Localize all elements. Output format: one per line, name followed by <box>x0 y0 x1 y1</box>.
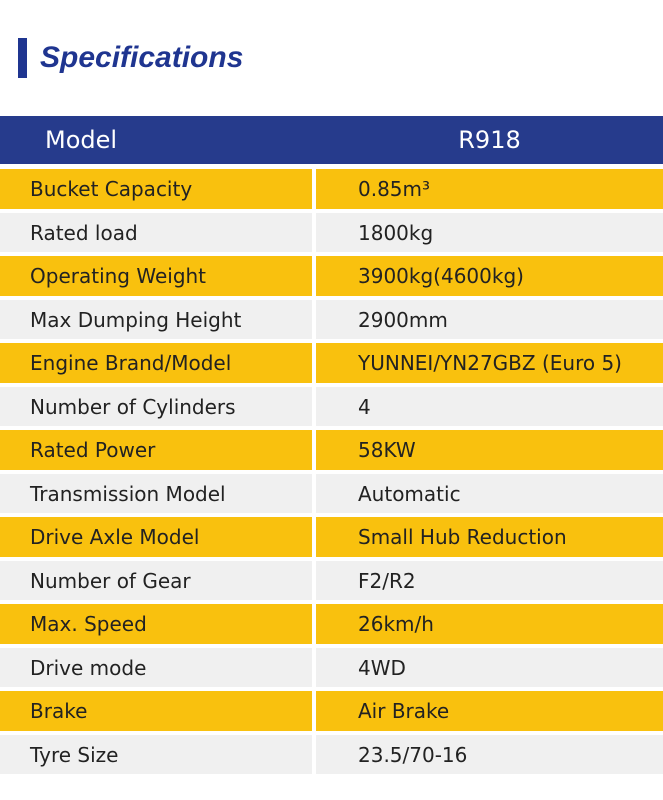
table-row: Drive mode 4WD <box>0 646 663 690</box>
table-row: Engine Brand/Model YUNNEI/YN27GBZ (Euro 5… <box>0 341 663 385</box>
header-cell: R918 <box>458 126 521 154</box>
spec-value: Automatic <box>316 473 663 513</box>
table-row: Bucket Capacity 0.85m³ <box>0 167 663 211</box>
spec-name: Transmission Model <box>0 473 312 513</box>
spec-name: Tyre Size <box>0 734 312 774</box>
table-row: Rated Power 58KW <box>0 428 663 472</box>
table-row: Operating Weight 3900kg(4600kg) <box>0 254 663 298</box>
spec-value: Air Brake <box>316 691 663 731</box>
spec-value: 1800kg <box>316 212 663 252</box>
spec-name: Max Dumping Height <box>0 299 312 339</box>
spec-value: 4WD <box>316 647 663 687</box>
spec-name: Drive mode <box>0 647 312 687</box>
spec-name: Drive Axle Model <box>0 517 312 557</box>
table-row: Number of Gear F2/R2 <box>0 559 663 603</box>
spec-name: Number of Gear <box>0 560 312 600</box>
table-row: Number of Cylinders 4 <box>0 385 663 429</box>
table-row: Rated load 1800kg <box>0 211 663 255</box>
table-row: Drive Axle Model Small Hub Reduction <box>0 515 663 559</box>
spec-value: 0.85m³ <box>316 169 663 209</box>
title-accent <box>18 38 27 78</box>
spec-value: 26km/h <box>316 604 663 644</box>
spec-name: Bucket Capacity <box>0 169 312 209</box>
spec-name: Engine Brand/Model <box>0 343 312 383</box>
table-row: Transmission Model Automatic <box>0 472 663 516</box>
table-row: Brake Air Brake <box>0 689 663 733</box>
spec-name: Brake <box>0 691 312 731</box>
spec-value: 2900mm <box>316 299 663 339</box>
spec-name: Rated load <box>0 212 312 252</box>
table-row: Max Dumping Height 2900mm <box>0 298 663 342</box>
spec-name: Max. Speed <box>0 604 312 644</box>
spec-value: 23.5/70-16 <box>316 734 663 774</box>
page-title: Specifications <box>40 41 244 74</box>
table-header: Model R918 <box>0 116 663 164</box>
table-row: Tyre Size 23.5/70-16 <box>0 733 663 777</box>
spec-name: Number of Cylinders <box>0 386 312 426</box>
spec-name: Rated Power <box>0 430 312 470</box>
spec-value: 3900kg(4600kg) <box>316 256 663 296</box>
table-body: Bucket Capacity 0.85m³ Rated load 1800kg Ope… <box>0 167 663 776</box>
header-cell: Model <box>45 126 118 154</box>
spec-value: F2/R2 <box>316 560 663 600</box>
table-row: Max. Speed 26km/h <box>0 602 663 646</box>
spec-value: YUNNEI/YN27GBZ (Euro 5) <box>316 343 663 383</box>
spec-name: Operating Weight <box>0 256 312 296</box>
spec-value: 4 <box>316 386 663 426</box>
spec-value: 58KW <box>316 430 663 470</box>
spec-value: Small Hub Reduction <box>316 517 663 557</box>
